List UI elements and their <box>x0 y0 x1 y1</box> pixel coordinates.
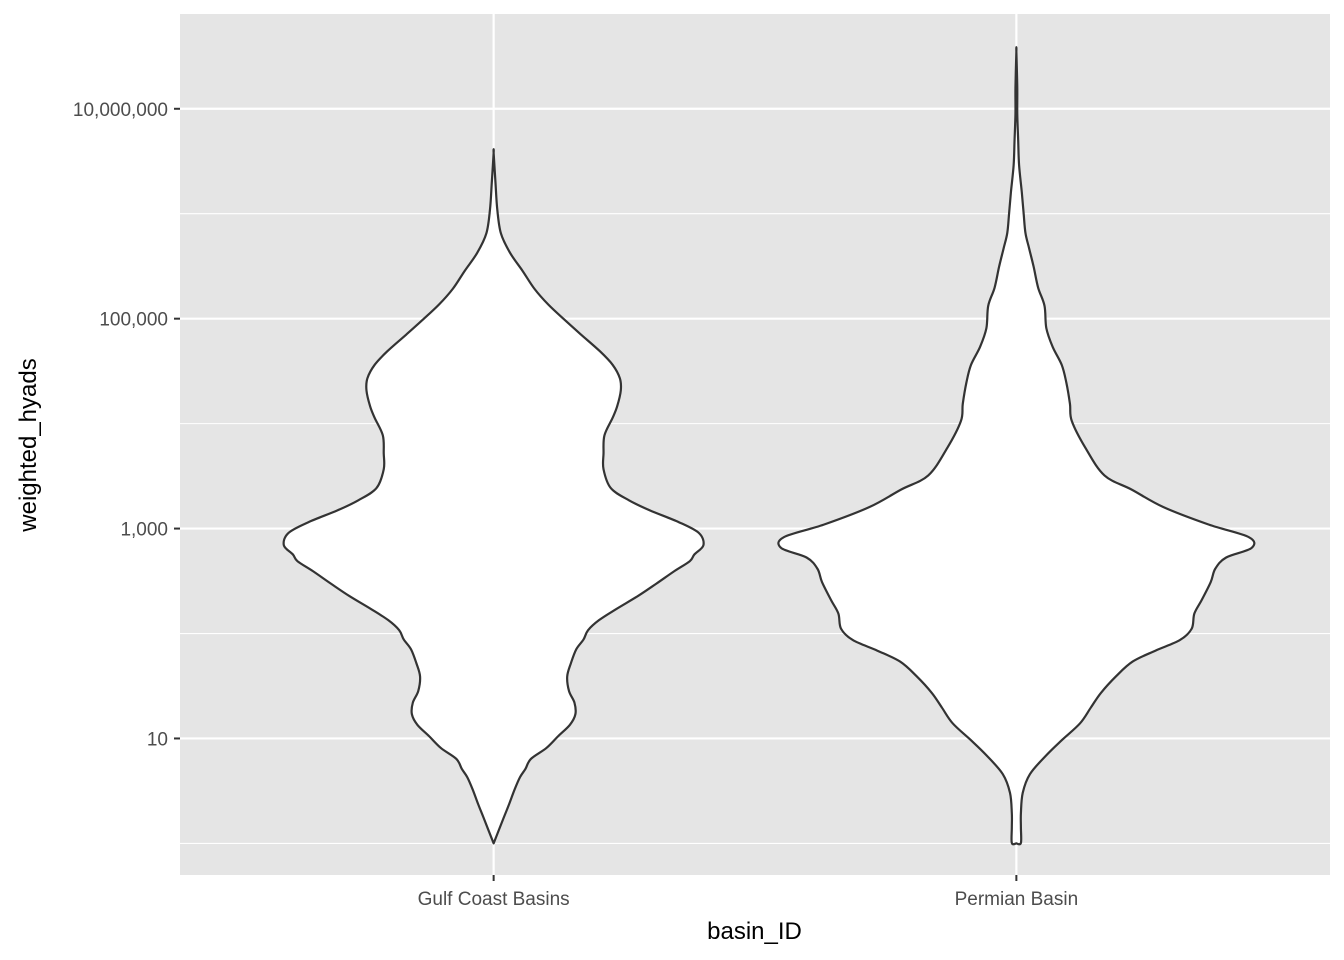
y-axis: 10 1,000 100,000 10,000,000 <box>73 100 180 750</box>
violin-permian-basin <box>777 46 1256 846</box>
violins <box>282 46 1256 846</box>
y-tick-label: 10,000,000 <box>73 100 168 121</box>
x-tick-label: Gulf Coast Basins <box>418 889 570 910</box>
y-tick-label: 10 <box>147 729 168 750</box>
plot-panel <box>180 14 1330 875</box>
y-tick-label: 100,000 <box>99 310 168 331</box>
x-axis: Gulf Coast Basins Permian Basin <box>418 875 1079 910</box>
x-tick-label: Permian Basin <box>955 889 1079 910</box>
y-axis-title: weighted_hyads <box>15 358 42 532</box>
x-axis-title: basin_ID <box>707 918 802 945</box>
violin-gulf-coast-basins <box>282 148 705 845</box>
y-tick-label: 1,000 <box>120 520 168 541</box>
